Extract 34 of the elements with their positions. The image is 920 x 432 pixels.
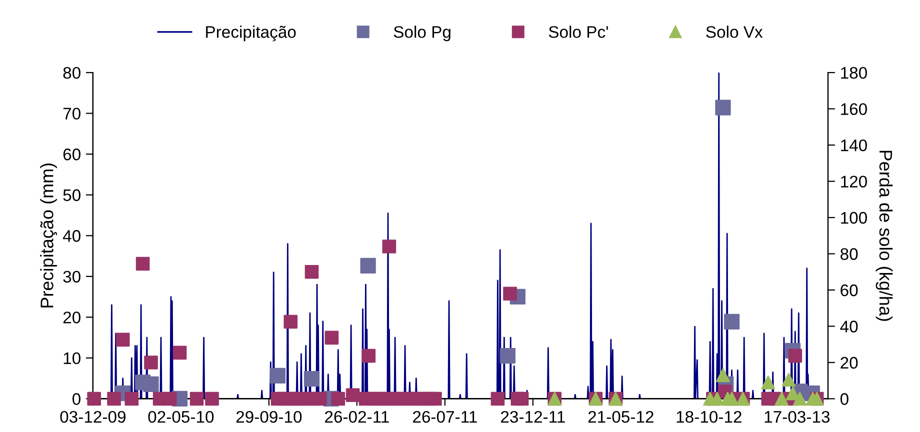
y-tick-label: 60 <box>63 148 80 160</box>
y-tick-label: 0 <box>72 393 80 405</box>
x-tick-label: 29-09-10 <box>236 410 302 423</box>
y2-tick-label: 180 <box>841 66 867 79</box>
y2-tick-label: 160 <box>841 103 867 116</box>
y2-tick-label: 140 <box>841 139 867 152</box>
legend-label: Precipitação <box>206 26 296 42</box>
legend-label: Solo Pg <box>394 26 450 42</box>
y-tick-label: 80 <box>63 66 80 79</box>
x-tick-label: 26-07-11 <box>413 410 477 423</box>
x-tick-label: 03-12-09 <box>60 410 126 423</box>
x-tick-label: 18-10-12 <box>676 410 742 423</box>
x-tick-label: 26-02-11 <box>325 410 389 423</box>
x-tick-label: 17-03-13 <box>764 410 830 423</box>
legend-label: Solo Vx <box>706 26 763 38</box>
legend-label: Solo Pc' <box>548 26 608 38</box>
y2-tick-label: 40 <box>840 320 858 332</box>
y2-tick-label: 20 <box>840 356 858 369</box>
y-tick-label: 10 <box>64 352 80 364</box>
y2-tick-label: 100 <box>841 212 867 224</box>
y2-tick-label: 0 <box>840 393 848 405</box>
y-tick-label: 30 <box>63 270 80 283</box>
y-tick-label: 20 <box>63 312 80 324</box>
y2-axis-title: Perda de solo (kg/ha) <box>876 150 893 321</box>
y2-tick-label: 60 <box>840 284 858 296</box>
x-tick-label: 21-05-12 <box>588 410 654 423</box>
y-tick-label: 70 <box>63 108 80 120</box>
x-tick-label: 23-12-11 <box>501 410 565 423</box>
y2-tick-label: 80 <box>840 248 858 260</box>
y2-tick-label: 120 <box>841 176 867 188</box>
y-tick-label: 40 <box>62 230 80 242</box>
y-tick-label: 50 <box>63 189 80 202</box>
y-axis-title: Precipitação (mm) <box>40 164 58 308</box>
x-tick-label: 02-05-10 <box>148 410 214 423</box>
